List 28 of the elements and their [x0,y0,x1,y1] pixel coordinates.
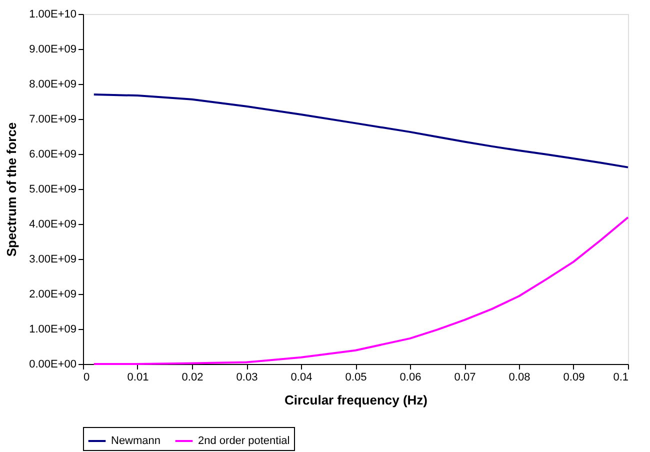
x-tick-label: 0.05 [345,372,367,384]
x-tick-label: 0 [84,372,90,384]
y-tick-label: 3.00E+09 [29,254,76,266]
legend-label: Newmann [111,435,161,447]
y-tick-label: 9.00E+09 [29,44,76,56]
x-tick-label: 0.06 [400,372,422,384]
y-tick-label: 1.00E+10 [29,8,76,20]
line-series [92,94,629,168]
y-tick-label: 7.00E+09 [29,114,76,126]
y-tick-label: 4.00E+09 [29,218,76,230]
x-tick-label: 0.08 [508,372,530,384]
legend-label: 2nd order potential [198,435,290,447]
x-tick-label: 0.04 [290,372,312,384]
x-tick-label: 0.07 [454,372,476,384]
x-axis-title: Circular frequency (Hz) [284,392,428,408]
y-tick-label: 1.00E+09 [29,324,76,336]
y-axis-title: Spectrum of the force [4,122,20,257]
x-tick-label: 0.03 [236,372,258,384]
line-series [92,216,629,365]
y-tick-label: 2.00E+09 [29,288,76,300]
x-tick-label: 0.01 [127,372,149,384]
x-tick-label: 0.02 [182,372,204,384]
y-tick-label: 6.00E+09 [29,148,76,160]
y-tick-label: 5.00E+09 [29,184,76,196]
x-tick-label: 0.09 [563,372,585,384]
x-tick-label: 0.1 [613,372,628,384]
y-tick-label: 0.00E+00 [29,358,76,370]
y-tick-label: 8.00E+09 [29,78,76,90]
